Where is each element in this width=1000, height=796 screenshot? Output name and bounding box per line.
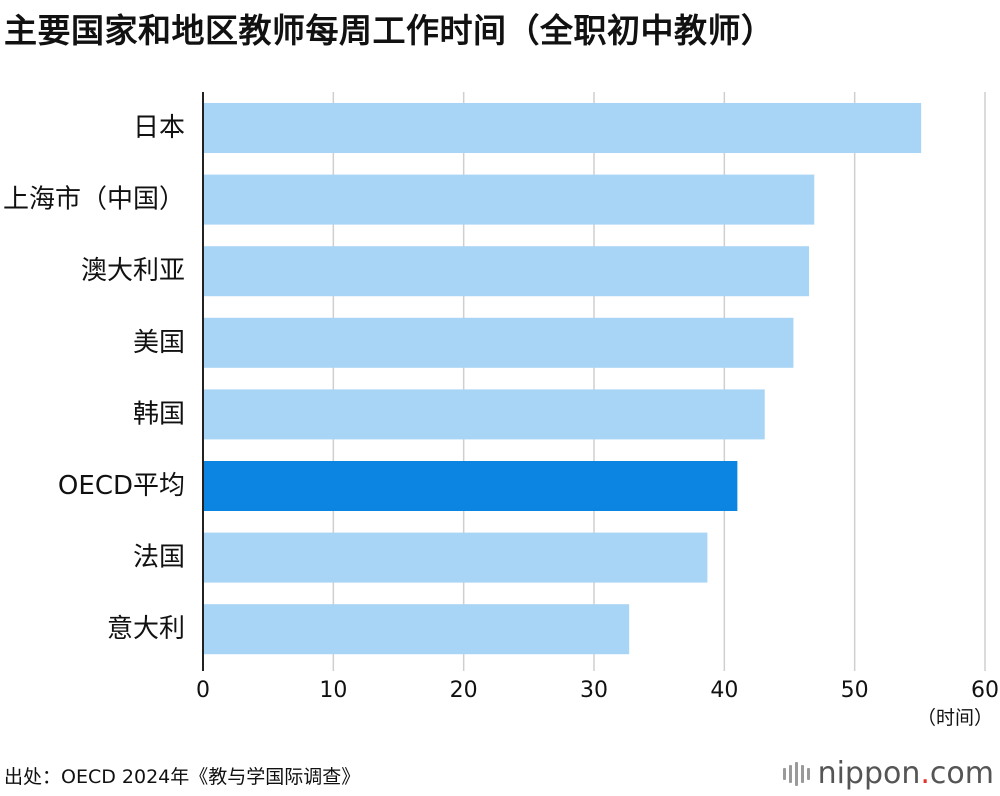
category-label: OECD平均 <box>58 471 185 501</box>
tick-label: 50 <box>841 678 869 703</box>
category-label: 日本 <box>133 113 185 143</box>
tick-label: 20 <box>450 678 478 703</box>
tick-label: 30 <box>580 678 608 703</box>
bars <box>203 103 922 655</box>
bar <box>203 174 815 225</box>
bar <box>203 604 630 655</box>
bar <box>203 532 708 583</box>
bar <box>203 317 794 368</box>
bar <box>203 246 810 297</box>
tick-label: 0 <box>196 678 210 703</box>
tick-labels: 0 10 20 30 40 50 60 （时间） <box>196 678 999 729</box>
category-label: 上海市（中国） <box>3 185 185 215</box>
brand-tld: com <box>929 756 994 791</box>
category-label: 意大利 <box>107 614 185 644</box>
bar <box>203 103 922 153</box>
chart-title: 主要国家和地区教师每周工作时间（全职初中教师） <box>4 11 775 50</box>
tick-label: 40 <box>710 678 738 703</box>
tick-label: 60 <box>971 678 999 703</box>
category-label: 韩国 <box>133 399 185 429</box>
brand-dot: . <box>920 756 930 791</box>
category-label: 美国 <box>133 328 185 358</box>
source-note: 出处：OECD 2024年《教与学国际调查》 <box>4 766 361 788</box>
bar <box>203 389 765 440</box>
x-axis-label: （时间） <box>917 707 993 729</box>
brand-name: nippon <box>817 756 921 791</box>
tick-label: 10 <box>319 678 347 703</box>
category-label: 澳大利亚 <box>81 256 185 286</box>
category-label: 法国 <box>133 543 185 573</box>
nippon-logo: nippon. com <box>782 756 994 791</box>
bar-highlight <box>203 461 738 511</box>
brand-bars-icon <box>782 761 810 786</box>
